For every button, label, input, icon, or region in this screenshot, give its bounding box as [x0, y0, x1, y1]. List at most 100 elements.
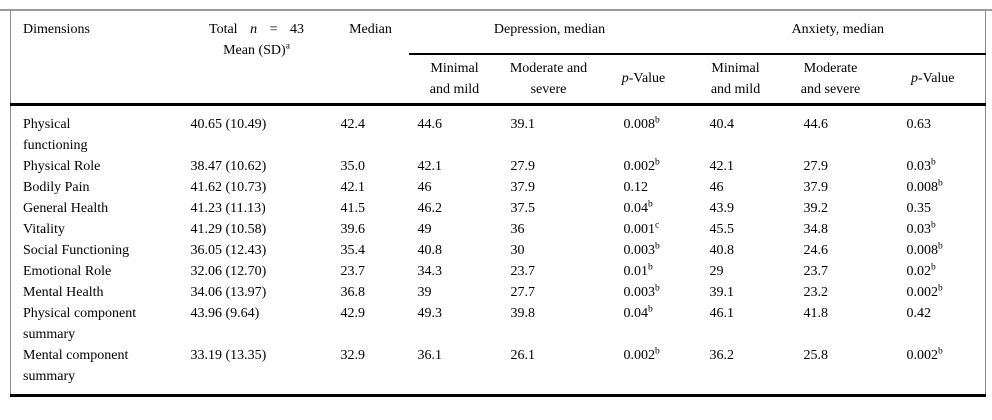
cell-median: 39.6	[340, 221, 366, 237]
header-group-row: Dimensions Total n = 43 Mean (SD)a Media…	[10, 10, 986, 106]
cell-median: 42.9	[340, 305, 366, 321]
cell-mean-sd: 38.47 (10.62)	[190, 158, 267, 174]
total-pre: Total	[209, 22, 238, 37]
cell-anx-p: 0.008b	[906, 240, 943, 258]
cell-dep-min: 34.3	[417, 263, 443, 279]
cell-mean-sd: 40.65 (10.49)	[190, 116, 267, 132]
cell-dep-min: 42.1	[417, 158, 443, 174]
cell-mean-sd: 43.96 (9.64)	[190, 305, 260, 321]
subheader-anxiety-p-value: p-Value	[880, 54, 986, 106]
cell-anx-min: 36.2	[709, 347, 735, 363]
cell-anx-p: 0.002b	[906, 282, 943, 300]
subheader-depression-moderate-severe: Moderate and severe	[500, 54, 597, 106]
cell-anx-min: 46.1	[709, 305, 735, 321]
subheader-depression-p-value: p-Value	[596, 54, 691, 106]
subheader-depression-minimal-mild: Minimal and mild	[408, 54, 501, 106]
table-header: Dimensions Total n = 43 Mean (SD)a Media…	[10, 10, 986, 106]
cell-dep-min: 46	[417, 179, 432, 195]
cell-dep-min: 46.2	[417, 200, 443, 216]
cell-dim: Physical component summary	[23, 305, 137, 342]
header-sub-row: Minimal and mild Moderate and severe p-V…	[11, 54, 986, 106]
cell-anx-p: 0.008b	[906, 177, 943, 195]
cell-dim: General Health	[23, 200, 109, 216]
cell-anx-min: 46	[709, 179, 724, 195]
table-row: Physical functioning 40.65 (10.49) 42.4 44.…	[11, 104, 986, 156]
cell-dim: Social Functioning	[23, 242, 130, 258]
cell-dep-min: 44.6	[417, 116, 443, 132]
cell-dep-p: 0.04b	[623, 198, 653, 216]
p-rest: -Value	[917, 71, 955, 87]
cell-mean-sd: 32.06 (12.70)	[190, 263, 267, 279]
cell-dep-p: 0.04b	[623, 303, 653, 321]
cell-dep-mod: 37.5	[510, 200, 536, 216]
cell-anx-mod: 41.8	[803, 305, 829, 321]
p-italic: p	[621, 71, 629, 87]
cell-dim: Physical functioning	[23, 116, 88, 153]
group-header-depression: Depression, median	[408, 10, 691, 55]
cell-anx-min: 40.4	[709, 116, 735, 132]
cell-anx-mod: 24.6	[803, 242, 829, 258]
cell-anx-p: 0.03b	[906, 156, 936, 174]
cell-dim: Mental component summary	[23, 347, 129, 384]
cell-mean-sd: 41.29 (10.58)	[190, 221, 267, 237]
cell-median: 32.9	[340, 347, 366, 363]
cell-dep-p: 0.001c	[623, 219, 660, 237]
cell-median: 42.4	[340, 116, 366, 132]
column-header-total-mean-sd: Total n = 43 Mean (SD)a	[180, 10, 333, 106]
cell-anx-min: 29	[709, 263, 724, 279]
cell-anx-p: 0.42	[906, 305, 932, 321]
cell-dep-mod: 23.7	[510, 263, 536, 279]
cell-dep-p: 0.12	[623, 179, 649, 195]
group-header-anxiety: Anxiety, median	[690, 10, 986, 55]
cell-mean-sd: 41.62 (10.73)	[190, 179, 267, 195]
cell-dep-mod: 39.8	[510, 305, 536, 321]
column-header-median: Median	[332, 10, 409, 106]
cell-anx-p: 0.002b	[906, 345, 943, 363]
cell-dim: Vitality	[23, 221, 65, 237]
cell-dim: Emotional Role	[23, 263, 112, 279]
cell-dim: Mental Health	[23, 284, 104, 300]
table-row: Mental component summary 33.19 (13.35) 32.…	[11, 345, 986, 396]
cell-median: 41.5	[340, 200, 366, 216]
cell-median: 42.1	[340, 179, 366, 195]
cell-mean-sd: 34.06 (13.97)	[190, 284, 267, 300]
table-row: Physical component summary 43.96 (9.64) 42…	[11, 303, 986, 345]
cell-mean-sd: 33.19 (13.35)	[190, 347, 267, 363]
cell-anx-p: 0.02b	[906, 261, 936, 279]
cell-dep-p: 0.003b	[623, 240, 660, 258]
cell-dep-min: 40.8	[417, 242, 443, 258]
mean-sd-line: Mean (SD)a	[223, 41, 290, 58]
cell-median: 35.4	[340, 242, 366, 258]
cell-anx-min: 39.1	[709, 284, 735, 300]
cell-anx-mod: 27.9	[803, 158, 829, 174]
total-number: 43	[289, 22, 304, 37]
cell-dep-min: 39	[417, 284, 432, 300]
table-row: Emotional Role 32.06 (12.70) 23.7 34.3 23.7 0…	[11, 261, 986, 282]
cell-anx-p: 0.03b	[906, 219, 936, 237]
cell-anx-mod: 23.7	[803, 263, 829, 279]
table-body: Physical functioning 40.65 (10.49) 42.4 44.…	[11, 104, 986, 395]
cell-dep-mod: 30	[510, 242, 525, 258]
table-row: Social Functioning 36.05 (12.43) 35.4 40.8 3…	[11, 240, 986, 261]
cell-anx-min: 42.1	[709, 158, 735, 174]
p-italic: p	[910, 71, 918, 87]
cell-dep-mod: 27.9	[510, 158, 536, 174]
cell-dim: Bodily Pain	[23, 179, 90, 195]
subheader-anxiety-minimal-mild: Minimal and mild	[690, 54, 781, 106]
page-top-edge-line	[0, 9, 992, 11]
cell-anx-mod: 34.8	[803, 221, 829, 237]
table-row: General Health 41.23 (11.13) 41.5 46.2 37.5 0…	[11, 198, 986, 219]
table-row: Vitality 41.29 (10.58) 39.6 49 36 0.001c 45.5 3…	[11, 219, 986, 240]
cell-dim: Physical Role	[23, 158, 101, 174]
cell-median: 23.7	[340, 263, 366, 279]
cell-anx-min: 43.9	[709, 200, 735, 216]
cell-dep-mod: 39.1	[510, 116, 536, 132]
cell-anx-p: 0.63	[906, 116, 932, 132]
sf36-depression-anxiety-table: Dimensions Total n = 43 Mean (SD)a Media…	[10, 9, 987, 397]
cell-dep-min: 49	[417, 221, 432, 237]
total-n-italic: n	[250, 22, 258, 37]
table-row: Physical Role 38.47 (10.62) 35.0 42.1 27.9 0.…	[11, 156, 986, 177]
cell-dep-p: 0.01b	[623, 261, 653, 279]
cell-anx-mod: 39.2	[803, 200, 829, 216]
cell-anx-min: 45.5	[709, 221, 735, 237]
